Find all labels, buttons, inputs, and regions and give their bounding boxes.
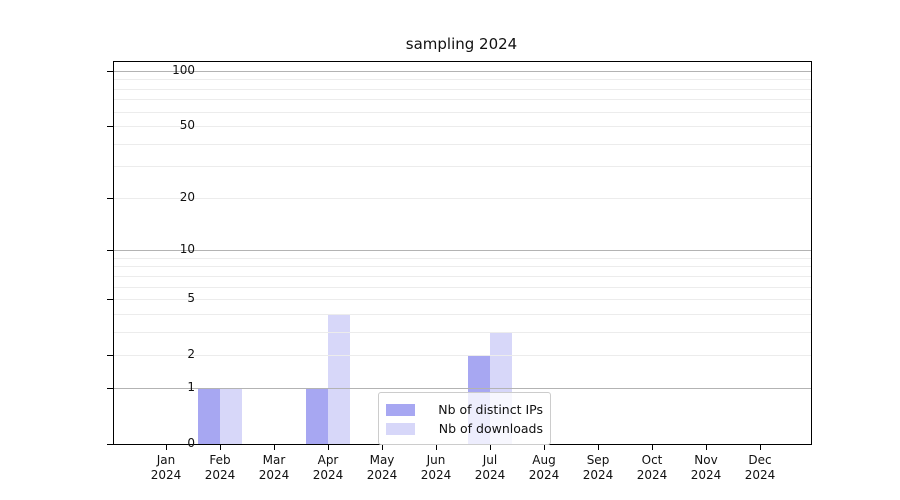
chart-title: sampling 2024 — [405, 35, 518, 53]
minor-gridline — [114, 88, 811, 90]
x-tick-label-sep: Sep 2024 — [582, 453, 614, 482]
x-tick-mark — [220, 445, 221, 450]
y-tick-label: 1 — [187, 379, 195, 394]
legend: Nb of distinct IPs Nb of downloads — [378, 392, 551, 445]
y-tick-mark — [107, 250, 113, 252]
y-tick-label: 2 — [187, 347, 195, 362]
x-tick-mark — [436, 445, 437, 450]
y-tick-mark — [107, 197, 113, 199]
y-tick-mark — [107, 126, 113, 128]
minor-gridline — [114, 266, 811, 268]
major-gridline — [114, 250, 811, 252]
plot-area: Nb of distinct IPs Nb of downloads Jan 20… — [107, 61, 812, 482]
minor-gridline — [114, 257, 811, 259]
x-tick-mark — [598, 445, 599, 450]
distinct-ips-swatch — [386, 403, 415, 416]
y-tick-label: 20 — [179, 189, 195, 204]
x-tick-mark — [544, 445, 545, 450]
legend-item-distinct-ips: Nb of distinct IPs — [386, 400, 543, 419]
x-tick-mark — [490, 445, 491, 450]
legend-label: Nb of distinct IPs — [438, 402, 543, 417]
major-gridline — [114, 71, 811, 72]
major-gridline — [114, 126, 811, 128]
x-tick-label-nov: Nov 2024 — [690, 453, 722, 482]
minor-gridline — [114, 286, 811, 288]
major-gridline — [114, 355, 811, 357]
legend-item-downloads: Nb of downloads — [386, 419, 543, 438]
x-tick-mark — [166, 445, 167, 450]
x-tick-mark — [760, 445, 761, 450]
x-tick-label-aug: Aug 2024 — [528, 453, 560, 482]
minor-gridline — [114, 275, 811, 277]
bar-downloads-feb — [220, 387, 242, 444]
x-tick-label-apr: Apr 2024 — [312, 453, 344, 482]
x-tick-mark — [328, 445, 329, 450]
y-tick-mark — [107, 299, 113, 301]
x-tick-label-mar: Mar 2024 — [258, 453, 290, 482]
x-tick-label-oct: Oct 2024 — [636, 453, 668, 482]
y-tick-label: 100 — [172, 63, 195, 77]
y-tick-label: 0 — [187, 436, 195, 450]
major-gridline — [114, 197, 811, 199]
major-gridline — [114, 299, 811, 301]
major-gridline — [114, 387, 811, 389]
minor-gridline — [114, 166, 811, 168]
x-tick-label-jun: Jun 2024 — [420, 453, 452, 482]
bar-downloads-apr — [328, 313, 350, 444]
x-tick-mark — [274, 445, 275, 450]
x-tick-label-feb: Feb 2024 — [204, 453, 236, 482]
minor-gridline — [114, 313, 811, 315]
minor-gridline — [114, 331, 811, 333]
minor-gridline — [114, 111, 811, 113]
x-tick-mark — [382, 445, 383, 450]
minor-gridline — [114, 79, 811, 81]
y-tick-label: 10 — [179, 242, 195, 257]
legend-label: Nb of downloads — [438, 421, 543, 436]
x-tick-mark — [652, 445, 653, 450]
y-tick-mark — [107, 355, 113, 357]
y-tick-mark — [107, 444, 113, 445]
y-tick-label: 50 — [179, 118, 195, 133]
bar-distinct-ips-apr — [306, 387, 328, 444]
bar-distinct-ips-feb — [198, 387, 220, 444]
y-tick-mark — [107, 387, 113, 389]
x-tick-label-may: May 2024 — [366, 453, 398, 482]
minor-gridline — [114, 143, 811, 145]
x-tick-label-jan: Jan 2024 — [150, 453, 182, 482]
x-tick-mark — [706, 445, 707, 450]
downloads-swatch — [386, 422, 415, 435]
minor-gridline — [114, 99, 811, 101]
x-tick-label-jul: Jul 2024 — [474, 453, 506, 482]
y-tick-label: 5 — [187, 291, 195, 306]
x-tick-label-dec: Dec 2024 — [744, 453, 776, 482]
y-tick-mark — [107, 71, 113, 72]
